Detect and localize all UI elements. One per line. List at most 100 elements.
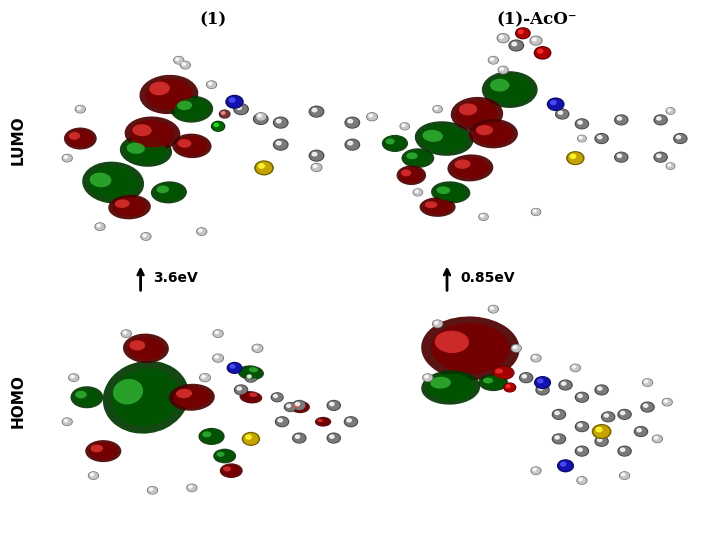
Ellipse shape bbox=[127, 143, 145, 154]
Circle shape bbox=[211, 122, 225, 131]
Circle shape bbox=[552, 409, 565, 419]
Ellipse shape bbox=[71, 386, 103, 408]
Ellipse shape bbox=[132, 124, 151, 136]
Circle shape bbox=[176, 58, 179, 60]
Circle shape bbox=[481, 215, 484, 217]
Circle shape bbox=[275, 417, 288, 427]
Text: (1)-AcO⁻: (1)-AcO⁻ bbox=[497, 12, 578, 29]
Circle shape bbox=[229, 98, 235, 102]
Ellipse shape bbox=[176, 136, 208, 155]
Circle shape bbox=[174, 57, 182, 63]
Circle shape bbox=[215, 356, 218, 358]
Circle shape bbox=[479, 214, 487, 220]
Ellipse shape bbox=[492, 365, 515, 380]
Circle shape bbox=[327, 400, 340, 410]
Circle shape bbox=[309, 106, 324, 117]
Circle shape bbox=[578, 448, 582, 451]
Circle shape bbox=[273, 394, 282, 401]
Circle shape bbox=[121, 330, 131, 337]
Circle shape bbox=[425, 376, 428, 378]
Circle shape bbox=[595, 436, 609, 446]
Circle shape bbox=[664, 400, 668, 402]
Circle shape bbox=[510, 41, 522, 50]
Circle shape bbox=[286, 404, 295, 410]
Circle shape bbox=[500, 36, 503, 38]
Circle shape bbox=[346, 118, 358, 127]
Circle shape bbox=[596, 134, 607, 143]
Ellipse shape bbox=[131, 120, 174, 147]
Circle shape bbox=[314, 165, 317, 167]
Circle shape bbox=[653, 436, 661, 442]
Ellipse shape bbox=[421, 370, 480, 405]
Circle shape bbox=[273, 139, 288, 150]
Circle shape bbox=[617, 154, 622, 158]
Circle shape bbox=[676, 136, 681, 139]
Circle shape bbox=[329, 435, 334, 438]
Circle shape bbox=[246, 374, 256, 381]
Ellipse shape bbox=[177, 101, 192, 110]
Circle shape bbox=[530, 36, 542, 45]
Circle shape bbox=[180, 61, 190, 69]
Circle shape bbox=[499, 67, 507, 73]
Ellipse shape bbox=[216, 452, 224, 457]
Circle shape bbox=[312, 152, 317, 156]
Circle shape bbox=[549, 99, 562, 109]
Circle shape bbox=[533, 356, 536, 358]
Circle shape bbox=[277, 417, 288, 426]
Circle shape bbox=[567, 152, 584, 165]
Circle shape bbox=[311, 164, 322, 171]
Circle shape bbox=[200, 374, 211, 381]
Ellipse shape bbox=[431, 323, 510, 374]
Circle shape bbox=[245, 373, 257, 382]
Circle shape bbox=[236, 386, 247, 394]
Circle shape bbox=[637, 429, 641, 431]
Ellipse shape bbox=[420, 125, 468, 152]
Circle shape bbox=[653, 435, 663, 443]
Ellipse shape bbox=[112, 368, 180, 427]
Circle shape bbox=[235, 105, 247, 114]
Circle shape bbox=[242, 433, 260, 445]
Circle shape bbox=[532, 355, 540, 361]
Circle shape bbox=[256, 113, 266, 121]
Circle shape bbox=[539, 387, 543, 390]
Circle shape bbox=[296, 435, 299, 438]
Ellipse shape bbox=[452, 157, 489, 179]
Ellipse shape bbox=[108, 195, 151, 220]
Circle shape bbox=[498, 66, 508, 74]
Circle shape bbox=[536, 385, 549, 395]
Ellipse shape bbox=[115, 200, 130, 208]
Circle shape bbox=[619, 447, 630, 455]
Ellipse shape bbox=[171, 96, 213, 123]
Circle shape bbox=[532, 468, 540, 473]
Circle shape bbox=[214, 123, 218, 126]
Circle shape bbox=[229, 364, 240, 372]
Ellipse shape bbox=[82, 161, 144, 203]
Circle shape bbox=[207, 81, 216, 88]
Circle shape bbox=[559, 461, 572, 471]
Circle shape bbox=[435, 322, 438, 324]
Circle shape bbox=[556, 109, 569, 119]
Circle shape bbox=[490, 306, 497, 312]
Ellipse shape bbox=[213, 449, 236, 463]
Circle shape bbox=[230, 365, 235, 368]
Ellipse shape bbox=[89, 442, 118, 460]
Circle shape bbox=[673, 133, 687, 144]
Circle shape bbox=[278, 419, 283, 422]
Ellipse shape bbox=[386, 138, 395, 144]
Circle shape bbox=[77, 107, 81, 109]
Ellipse shape bbox=[293, 404, 300, 408]
Circle shape bbox=[329, 402, 334, 406]
Circle shape bbox=[520, 373, 533, 383]
Circle shape bbox=[327, 433, 340, 443]
Circle shape bbox=[63, 155, 71, 161]
Circle shape bbox=[414, 189, 422, 195]
Circle shape bbox=[570, 364, 580, 372]
Circle shape bbox=[71, 376, 74, 378]
Circle shape bbox=[215, 331, 218, 334]
Circle shape bbox=[619, 410, 630, 419]
Ellipse shape bbox=[146, 79, 193, 110]
Circle shape bbox=[257, 114, 265, 120]
Circle shape bbox=[531, 209, 541, 215]
Circle shape bbox=[479, 214, 488, 220]
Circle shape bbox=[271, 393, 283, 402]
